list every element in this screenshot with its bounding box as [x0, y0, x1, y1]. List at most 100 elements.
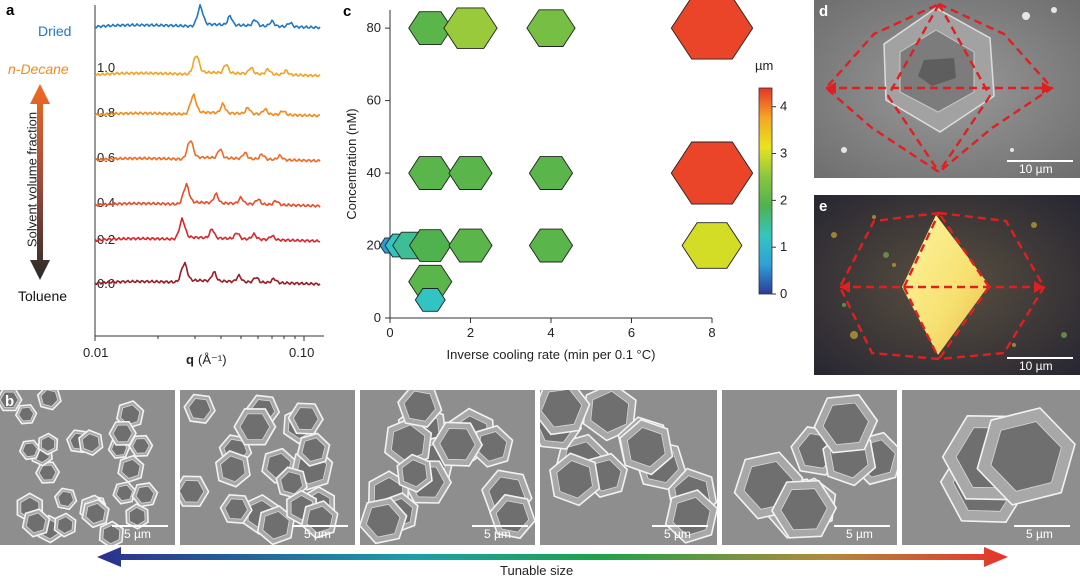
colorbar-tick-label: 4	[780, 99, 787, 114]
sem-scalebar-label-1: 5 µm	[124, 527, 151, 541]
sem-scalebar-label-6: 5 µm	[1026, 527, 1053, 541]
colorbar	[758, 87, 773, 295]
data-point-hexagon	[528, 156, 574, 190]
panel-e-micrograph	[814, 195, 1080, 375]
trace-1	[94, 55, 321, 78]
data-point-hexagon	[414, 288, 446, 312]
trace-4	[94, 182, 321, 208]
crystal-face	[0, 391, 19, 408]
label-n-decane: n-Decane	[8, 61, 69, 77]
crystal-face	[135, 485, 155, 504]
label-dried: Dried	[38, 23, 72, 39]
panel-e-scalebar	[1007, 357, 1073, 359]
crystal-face	[780, 488, 828, 531]
data-point-hexagon	[408, 11, 453, 46]
trace-3	[94, 140, 321, 163]
crystal-face	[822, 402, 869, 446]
trace-5	[94, 217, 321, 243]
panel-a-label: a	[6, 2, 15, 19]
xtick-0-10: 0.10	[289, 345, 315, 360]
crystal-face	[220, 455, 246, 483]
x-tick-label: 6	[628, 325, 635, 340]
crystal-face	[57, 516, 74, 534]
solvent-axis-title: Solvent volume fraction	[24, 111, 40, 248]
crystal-face	[540, 390, 583, 428]
xlabel-q: q	[186, 352, 194, 367]
data-point-hexagon	[528, 228, 574, 263]
crystal-face	[292, 407, 319, 431]
y-tick-label: 20	[367, 238, 381, 253]
crystal-face	[262, 510, 290, 540]
crystal-face	[365, 503, 401, 538]
x-tick-label: 8	[708, 325, 715, 340]
label-frac-0-8: 0.8	[97, 105, 116, 120]
colorbar-tick-label: 2	[780, 192, 787, 207]
label-frac-0-6: 0.6	[97, 150, 116, 165]
crystal-face	[85, 503, 106, 524]
sem-image-5: 5 µm	[722, 390, 897, 545]
panel-d-scalebar	[1007, 160, 1073, 162]
crystal-face	[239, 413, 271, 441]
data-point-hexagon	[443, 7, 498, 49]
panel-c-label: c	[343, 3, 352, 20]
panel-e-label: e	[819, 198, 828, 215]
scattering-plot	[90, 0, 324, 341]
panel-d-micrograph	[814, 0, 1080, 178]
sem-image-2: 5 µm	[180, 390, 355, 545]
sem-scalebar-label-4: 5 µm	[664, 527, 691, 541]
crystal-face	[477, 431, 508, 462]
xlabel-units: (Å⁻¹)	[198, 352, 227, 367]
panel-b-label: b	[5, 393, 15, 410]
crystal-face	[18, 406, 35, 422]
y-tick-label: 40	[367, 165, 381, 180]
crystal-face	[81, 433, 100, 453]
data-point-hexagon	[526, 9, 576, 47]
crystal-face	[301, 437, 326, 462]
data-point-hexagon	[448, 156, 493, 190]
colorbar-tick-label: 3	[780, 146, 787, 161]
crystal-face	[626, 427, 666, 468]
y-tick-label: 80	[367, 20, 381, 35]
x-tick-label: 0	[386, 325, 393, 340]
crystal-face	[439, 428, 476, 461]
sem-scalebar-4	[652, 525, 708, 527]
crystal-face	[590, 390, 630, 433]
colorbar-tick-label: 1	[780, 239, 787, 254]
colorbar-tick-label: 0	[780, 286, 787, 301]
data-point-hexagon	[408, 156, 453, 190]
crystal-face	[403, 390, 436, 422]
sem-image-3: 5 µm	[360, 390, 535, 545]
crystal-face	[132, 438, 150, 454]
crystal-face	[180, 480, 205, 503]
crystal-face	[112, 424, 133, 443]
panel-e-image: e 10 µm	[814, 195, 1080, 375]
label-frac-0-4: 0.4	[97, 195, 116, 210]
y-tick-label: 60	[367, 93, 381, 108]
sem-scalebar-6	[1014, 525, 1070, 527]
crystal-face	[40, 390, 59, 407]
crystal-face	[121, 458, 141, 479]
tunable-size-arrow	[97, 547, 1008, 567]
sem-scalebar-label-5: 5 µm	[846, 527, 873, 541]
tunable-size-label: Tunable size	[500, 563, 574, 578]
crystal-face	[25, 512, 47, 534]
panel-d-scalebar-label: 10 µm	[1019, 162, 1053, 176]
trace-2	[94, 93, 320, 118]
crystal-face	[40, 435, 56, 452]
sem-scalebar-1	[112, 525, 168, 527]
crystal-face	[495, 500, 530, 533]
panel-e-scalebar-label: 10 µm	[1019, 359, 1053, 373]
data-point-hexagon	[408, 229, 452, 262]
crystal-face	[224, 498, 248, 520]
y-axis-title: Concentration (nM)	[344, 108, 359, 219]
crystal-face	[188, 398, 212, 420]
trace-0	[94, 4, 321, 30]
trace-6	[94, 261, 321, 286]
sem-image-4: 5 µm	[540, 390, 717, 545]
crystal-face	[57, 490, 74, 507]
label-frac-1-0: 1.0	[97, 60, 116, 75]
crystal-face	[115, 484, 133, 502]
sem-scalebar-label-3: 5 µm	[484, 527, 511, 541]
label-toluene: Toluene	[18, 288, 68, 304]
